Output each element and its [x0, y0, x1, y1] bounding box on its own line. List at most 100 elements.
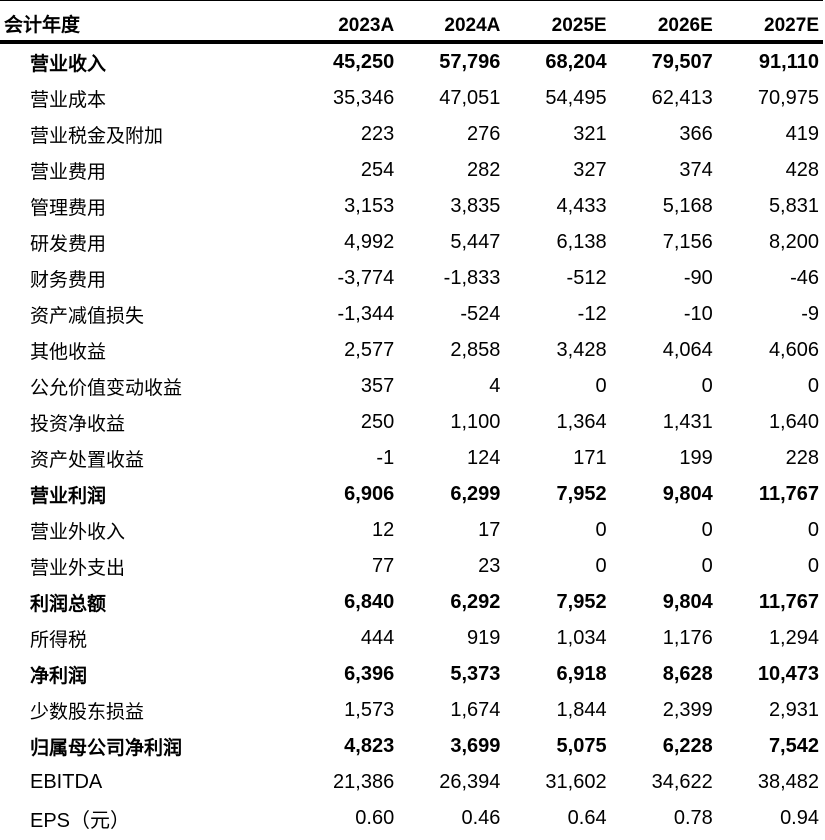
row-value-cell: 31,602 — [545, 770, 607, 793]
row-value-cell: 8,200 — [768, 230, 819, 253]
row-value-cell: 0 — [701, 554, 713, 577]
row-value-cell: 0 — [701, 518, 713, 541]
row-value-cell: 68,204 — [545, 50, 607, 73]
row-value-cell: 199 — [679, 446, 713, 469]
row-value-cell: 1,100 — [450, 410, 501, 433]
row-label: 营业收入 — [30, 52, 107, 75]
row-value-cell: 9,804 — [662, 482, 713, 505]
row-value-cell: -90 — [683, 266, 713, 289]
row-value-cell: 1,844 — [556, 698, 607, 721]
row-value-cell: 1,034 — [556, 626, 607, 649]
row-value-cell: 10,473 — [757, 662, 819, 685]
row-value-cell: 0 — [807, 518, 819, 541]
row-value-cell: 1,176 — [662, 626, 713, 649]
row-label: EBITDA — [30, 770, 103, 793]
row-value-cell: 7,952 — [556, 590, 607, 613]
row-label: 少数股东损益 — [30, 700, 145, 723]
row-value-cell: 0.94 — [780, 806, 819, 829]
row-label: 所得税 — [30, 628, 88, 651]
row-value-cell: 1,640 — [768, 410, 819, 433]
table-row: 营业收入 45,250 57,796 68,204 79,507 91,110 — [0, 42, 823, 80]
row-value-cell: 3,699 — [450, 734, 501, 757]
row-value-cell: 70,975 — [757, 86, 819, 109]
table-row: 其他收益 2,577 2,858 3,428 4,064 4,606 — [0, 332, 823, 368]
row-value-cell: 6,299 — [450, 482, 501, 505]
row-value-cell: 0 — [807, 554, 819, 577]
row-label: 研发费用 — [30, 232, 107, 255]
row-value-cell: 7,156 — [662, 230, 713, 253]
row-value-cell: 7,542 — [768, 734, 819, 757]
table-row: 投资净收益 250 1,100 1,364 1,431 1,640 — [0, 404, 823, 440]
row-value-cell: 4,064 — [662, 338, 713, 361]
row-value-cell: 0 — [595, 374, 607, 397]
row-value-cell: 428 — [785, 158, 819, 181]
row-value-cell: 35,346 — [333, 86, 395, 109]
row-value-cell: 171 — [573, 446, 607, 469]
row-value-cell: 9,804 — [662, 590, 713, 613]
row-value-cell: 12 — [371, 518, 395, 541]
header-accounting-year: 会计年度 — [0, 0, 293, 44]
row-value-cell: 1,364 — [556, 410, 607, 433]
row-value-cell: 79,507 — [651, 50, 713, 73]
row-value-cell: 0 — [701, 374, 713, 397]
row-label: 营业税金及附加 — [30, 124, 164, 147]
row-value-cell: 6,228 — [662, 734, 713, 757]
row-value-cell: 4,433 — [556, 194, 607, 217]
row-label: 其他收益 — [30, 340, 107, 363]
header-year-2026e: 2026E — [610, 0, 717, 44]
row-value-cell: -46 — [790, 266, 819, 289]
row-value-cell: 54,495 — [545, 86, 607, 109]
row-value-cell: 223 — [360, 122, 395, 145]
row-value-cell: 0 — [595, 554, 607, 577]
row-value-cell: 6,840 — [344, 590, 395, 613]
row-value-cell: 5,447 — [450, 230, 501, 253]
row-value-cell: -1 — [376, 446, 395, 469]
row-value-cell: 228 — [785, 446, 819, 469]
row-value-cell: 7,952 — [556, 482, 607, 505]
row-value-cell: 276 — [467, 122, 501, 145]
table-row: 营业外收入 12 17 0 0 0 — [0, 512, 823, 548]
row-value-cell: 0.64 — [567, 806, 607, 829]
row-value-cell: 0 — [595, 518, 607, 541]
row-value-cell: 6,918 — [556, 662, 607, 685]
row-value-cell: 1,573 — [344, 698, 395, 721]
row-value-cell: 23 — [478, 554, 501, 577]
row-value-cell: 6,396 — [344, 662, 395, 685]
row-value-cell: 62,413 — [651, 86, 713, 109]
row-label: 营业外支出 — [30, 556, 126, 579]
row-value-cell: 0.78 — [673, 806, 713, 829]
header-year-2024a: 2024A — [398, 0, 505, 44]
row-value-cell: 5,831 — [768, 194, 819, 217]
row-value-cell: 919 — [467, 626, 501, 649]
table-row: 财务费用 -3,774 -1,833 -512 -90 -46 — [0, 260, 823, 296]
row-value-cell: -3,774 — [337, 266, 395, 289]
row-value-cell: 327 — [573, 158, 607, 181]
row-value-cell: 366 — [679, 122, 713, 145]
row-value-cell: 254 — [360, 158, 395, 181]
row-label: 公允价值变动收益 — [30, 376, 183, 399]
row-value-cell: 2,399 — [662, 698, 713, 721]
row-value-cell: -10 — [683, 302, 713, 325]
row-value-cell: 5,168 — [662, 194, 713, 217]
row-value-cell: 321 — [573, 122, 607, 145]
row-label: 营业成本 — [30, 88, 107, 111]
row-value-cell: 57,796 — [439, 50, 501, 73]
row-value-cell: 17 — [478, 518, 501, 541]
row-value-cell: 1,431 — [662, 410, 713, 433]
row-value-cell: 0.60 — [355, 806, 395, 829]
row-value-cell: 3,428 — [556, 338, 607, 361]
row-value-cell: 8,628 — [662, 662, 713, 685]
row-label: 资产处置收益 — [30, 448, 145, 471]
table-row: 公允价值变动收益 357 4 0 0 0 — [0, 368, 823, 404]
table-row: 资产减值损失 -1,344 -524 -12 -10 -9 — [0, 296, 823, 332]
row-value-cell: 4,992 — [344, 230, 395, 253]
row-value-cell: 4 — [489, 374, 501, 397]
row-value-cell: 6,906 — [344, 482, 395, 505]
table-row: 所得税 444 919 1,034 1,176 1,294 — [0, 620, 823, 656]
row-value-cell: 5,373 — [450, 662, 501, 685]
row-value-cell: 77 — [371, 554, 395, 577]
row-value-cell: 34,622 — [651, 770, 713, 793]
row-label: 净利润 — [30, 664, 88, 687]
row-label: 投资净收益 — [30, 412, 126, 435]
row-value-cell: 4,606 — [768, 338, 819, 361]
